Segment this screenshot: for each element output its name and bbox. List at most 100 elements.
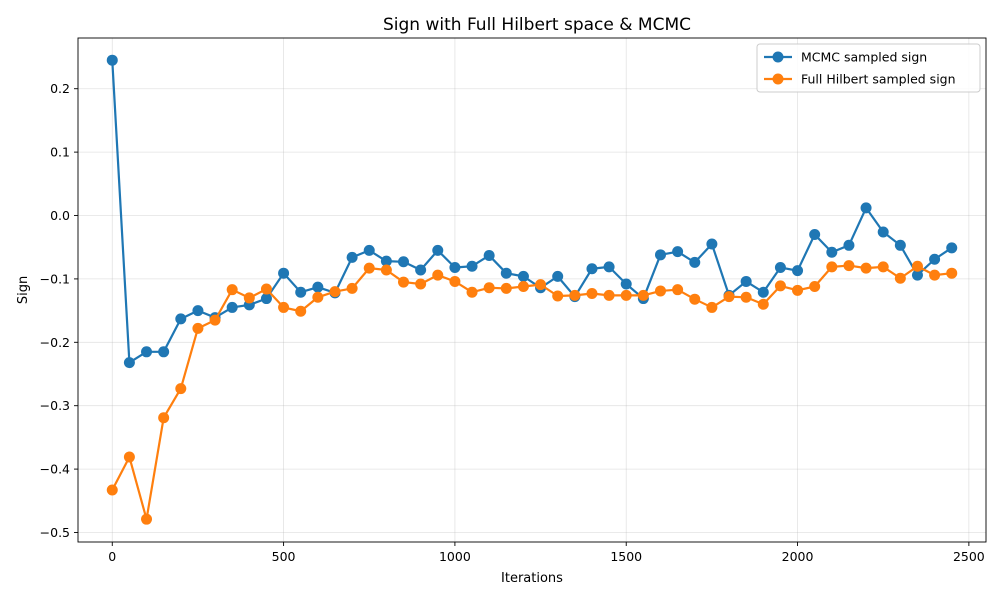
data-point <box>929 269 941 281</box>
legend-label: MCMC sampled sign <box>801 50 927 65</box>
x-tick-label: 1500 <box>610 549 642 564</box>
data-point <box>141 513 153 525</box>
y-tick-label: 0.0 <box>50 208 70 223</box>
series-layer <box>106 54 958 525</box>
axes: 0 500 1000 1500 2000 2500 0.2 0.1 0.0 −0.1 −0.2 −0.… <box>40 81 985 564</box>
legend-box <box>756 43 981 93</box>
data-point <box>894 239 906 251</box>
data-point <box>860 262 872 274</box>
y-axis-title: Sign <box>16 276 31 304</box>
data-point <box>483 249 495 261</box>
y-tick-label: −0.4 <box>40 462 70 477</box>
data-point <box>689 256 701 268</box>
data-point <box>792 284 804 296</box>
data-point <box>911 260 923 272</box>
data-point <box>192 305 204 317</box>
data-point <box>226 284 238 296</box>
data-point <box>706 238 718 250</box>
data-point <box>603 261 615 273</box>
data-point <box>517 270 529 282</box>
data-point <box>826 261 838 273</box>
data-point <box>123 357 135 369</box>
data-point <box>278 301 290 313</box>
data-point <box>757 286 769 298</box>
data-point <box>877 226 889 238</box>
data-point <box>552 270 564 282</box>
data-point <box>774 261 786 273</box>
data-point <box>569 289 581 301</box>
data-point <box>312 291 324 303</box>
data-point <box>192 322 204 334</box>
data-point <box>723 291 735 303</box>
data-point <box>106 484 118 496</box>
data-point <box>363 262 375 274</box>
data-point <box>689 293 701 305</box>
y-tick-label: −0.5 <box>40 525 70 540</box>
y-tick-label: −0.2 <box>40 335 70 350</box>
data-point <box>260 293 272 305</box>
data-point <box>843 260 855 272</box>
data-point <box>123 451 135 463</box>
data-point <box>329 286 341 298</box>
y-tick-label: 0.2 <box>50 81 70 96</box>
data-point <box>312 281 324 293</box>
data-point <box>346 282 358 294</box>
chart-title: Sign with Full Hilbert space & MCMC <box>383 15 691 35</box>
data-point <box>586 287 598 299</box>
x-axis-title: Iterations <box>501 571 563 586</box>
data-point <box>620 289 632 301</box>
data-point <box>466 260 478 272</box>
plot-area-frame <box>77 37 987 543</box>
data-point <box>295 305 307 317</box>
data-point <box>175 383 187 395</box>
y-tick-label: −0.3 <box>40 398 70 413</box>
data-point <box>398 256 410 268</box>
data-point <box>295 286 307 298</box>
data-point <box>877 261 889 273</box>
x-tick-label: 1000 <box>439 549 471 564</box>
data-point <box>654 249 666 261</box>
data-point <box>158 346 170 358</box>
data-point <box>603 289 615 301</box>
data-point <box>346 251 358 263</box>
x-tick-label: 500 <box>272 549 296 564</box>
data-point <box>449 275 461 287</box>
data-point <box>158 412 170 424</box>
data-point <box>415 278 427 290</box>
legend-swatch-marker <box>772 73 784 85</box>
data-point <box>517 281 529 293</box>
data-point <box>432 269 444 281</box>
data-point <box>398 276 410 288</box>
data-point <box>483 282 495 294</box>
data-point <box>449 261 461 273</box>
legend-item: Full Hilbert sampled sign <box>764 72 956 87</box>
data-point <box>106 54 118 66</box>
data-point <box>380 264 392 276</box>
data-point <box>894 272 906 284</box>
data-point <box>757 298 769 310</box>
data-point <box>586 263 598 275</box>
data-point <box>826 246 838 258</box>
data-point <box>363 244 375 256</box>
x-tick-label: 0 <box>108 549 116 564</box>
data-point <box>175 313 187 325</box>
data-point <box>654 285 666 297</box>
data-point <box>637 289 649 301</box>
data-point <box>740 275 752 287</box>
x-tick-label: 2500 <box>953 549 985 564</box>
data-point <box>226 301 238 313</box>
data-point <box>278 267 290 279</box>
data-point <box>809 229 821 241</box>
series-2 <box>106 260 958 525</box>
data-point <box>500 267 512 279</box>
data-point <box>946 242 958 254</box>
data-point <box>706 301 718 313</box>
legend-label: Full Hilbert sampled sign <box>801 72 956 87</box>
legend-swatch-marker <box>772 51 784 63</box>
data-point <box>929 253 941 265</box>
data-point <box>843 239 855 251</box>
data-point <box>552 290 564 302</box>
data-point <box>792 265 804 277</box>
